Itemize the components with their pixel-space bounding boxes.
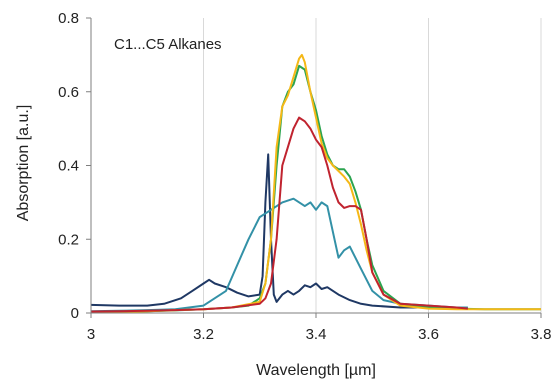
axes: [86, 17, 542, 318]
x-tick-label: 3.4: [306, 326, 327, 343]
grid-lines: [203, 18, 542, 313]
plot-annotation: C1...C5 Alkanes: [114, 36, 222, 53]
series-line-1: [90, 153, 468, 310]
x-axis-title: Wavelength [µm]: [256, 362, 376, 379]
y-tick-label: 0.8: [58, 10, 79, 27]
y-tick-label: 0: [71, 305, 79, 322]
y-tick-label: 0.4: [58, 158, 79, 175]
y-tick-label: 0.2: [58, 231, 79, 248]
tick-labels: 0 0.2 0.4 0.6 0.8 3 3.2 3.4 3.6 3.8: [58, 10, 551, 343]
series-line-5: [90, 116, 468, 313]
y-axis-title: Absorption [a.u.]: [15, 105, 32, 222]
y-tick-label: 0.6: [58, 84, 79, 101]
x-tick-label: 3: [87, 326, 95, 343]
x-tick-label: 3.8: [531, 326, 552, 343]
series-group: [90, 53, 541, 314]
series-line-2: [90, 197, 468, 313]
x-tick-label: 3.6: [418, 326, 439, 343]
x-tick-label: 3.2: [193, 326, 214, 343]
